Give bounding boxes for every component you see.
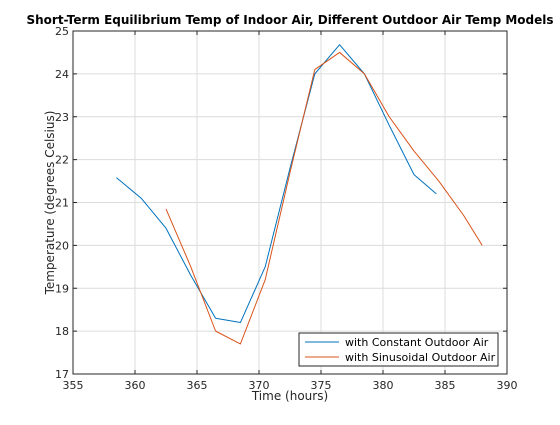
y-tick-label: 17 [55, 368, 69, 381]
y-tick-label: 18 [55, 325, 69, 338]
y-tick-label: 23 [55, 111, 69, 124]
legend-label-sinusoidal: with Sinusoidal Outdoor Air [345, 351, 496, 364]
x-tick-label: 370 [249, 379, 270, 392]
x-tick-label: 380 [373, 379, 394, 392]
y-tick-label: 24 [55, 68, 69, 81]
y-tick-label: 22 [55, 154, 69, 167]
x-tick-label: 365 [187, 379, 208, 392]
y-axis-label: Temperature (degrees Celsius) [43, 111, 57, 296]
axis-ticks: 355 360 365 370 375 380 385 390 17 18 19 20 21 22 23 24… [55, 25, 518, 392]
chart-title: Short-Term Equilibrium Temp of Indoor Ai… [26, 13, 553, 27]
y-tick-label: 21 [55, 197, 69, 210]
x-tick-label: 355 [63, 379, 84, 392]
series-line-sinusoidal-outdoor-air [165, 51, 483, 345]
x-tick-label: 385 [435, 379, 456, 392]
legend-box [298, 332, 499, 367]
legend: with Constant Outdoor Air with Sinusoida… [298, 332, 499, 367]
y-tick-label: 25 [55, 25, 69, 38]
grid [72, 30, 508, 375]
x-tick-label: 375 [311, 379, 332, 392]
y-tick-label: 19 [55, 282, 69, 295]
series-lines [116, 44, 483, 345]
legend-label-constant: with Constant Outdoor Air [345, 336, 489, 349]
series-line-constant-outdoor-air [116, 44, 437, 324]
x-tick-label: 360 [125, 379, 146, 392]
x-axis-label: Time (hours) [251, 389, 328, 403]
x-tick-label: 390 [497, 379, 518, 392]
y-tick-label: 20 [55, 239, 69, 252]
